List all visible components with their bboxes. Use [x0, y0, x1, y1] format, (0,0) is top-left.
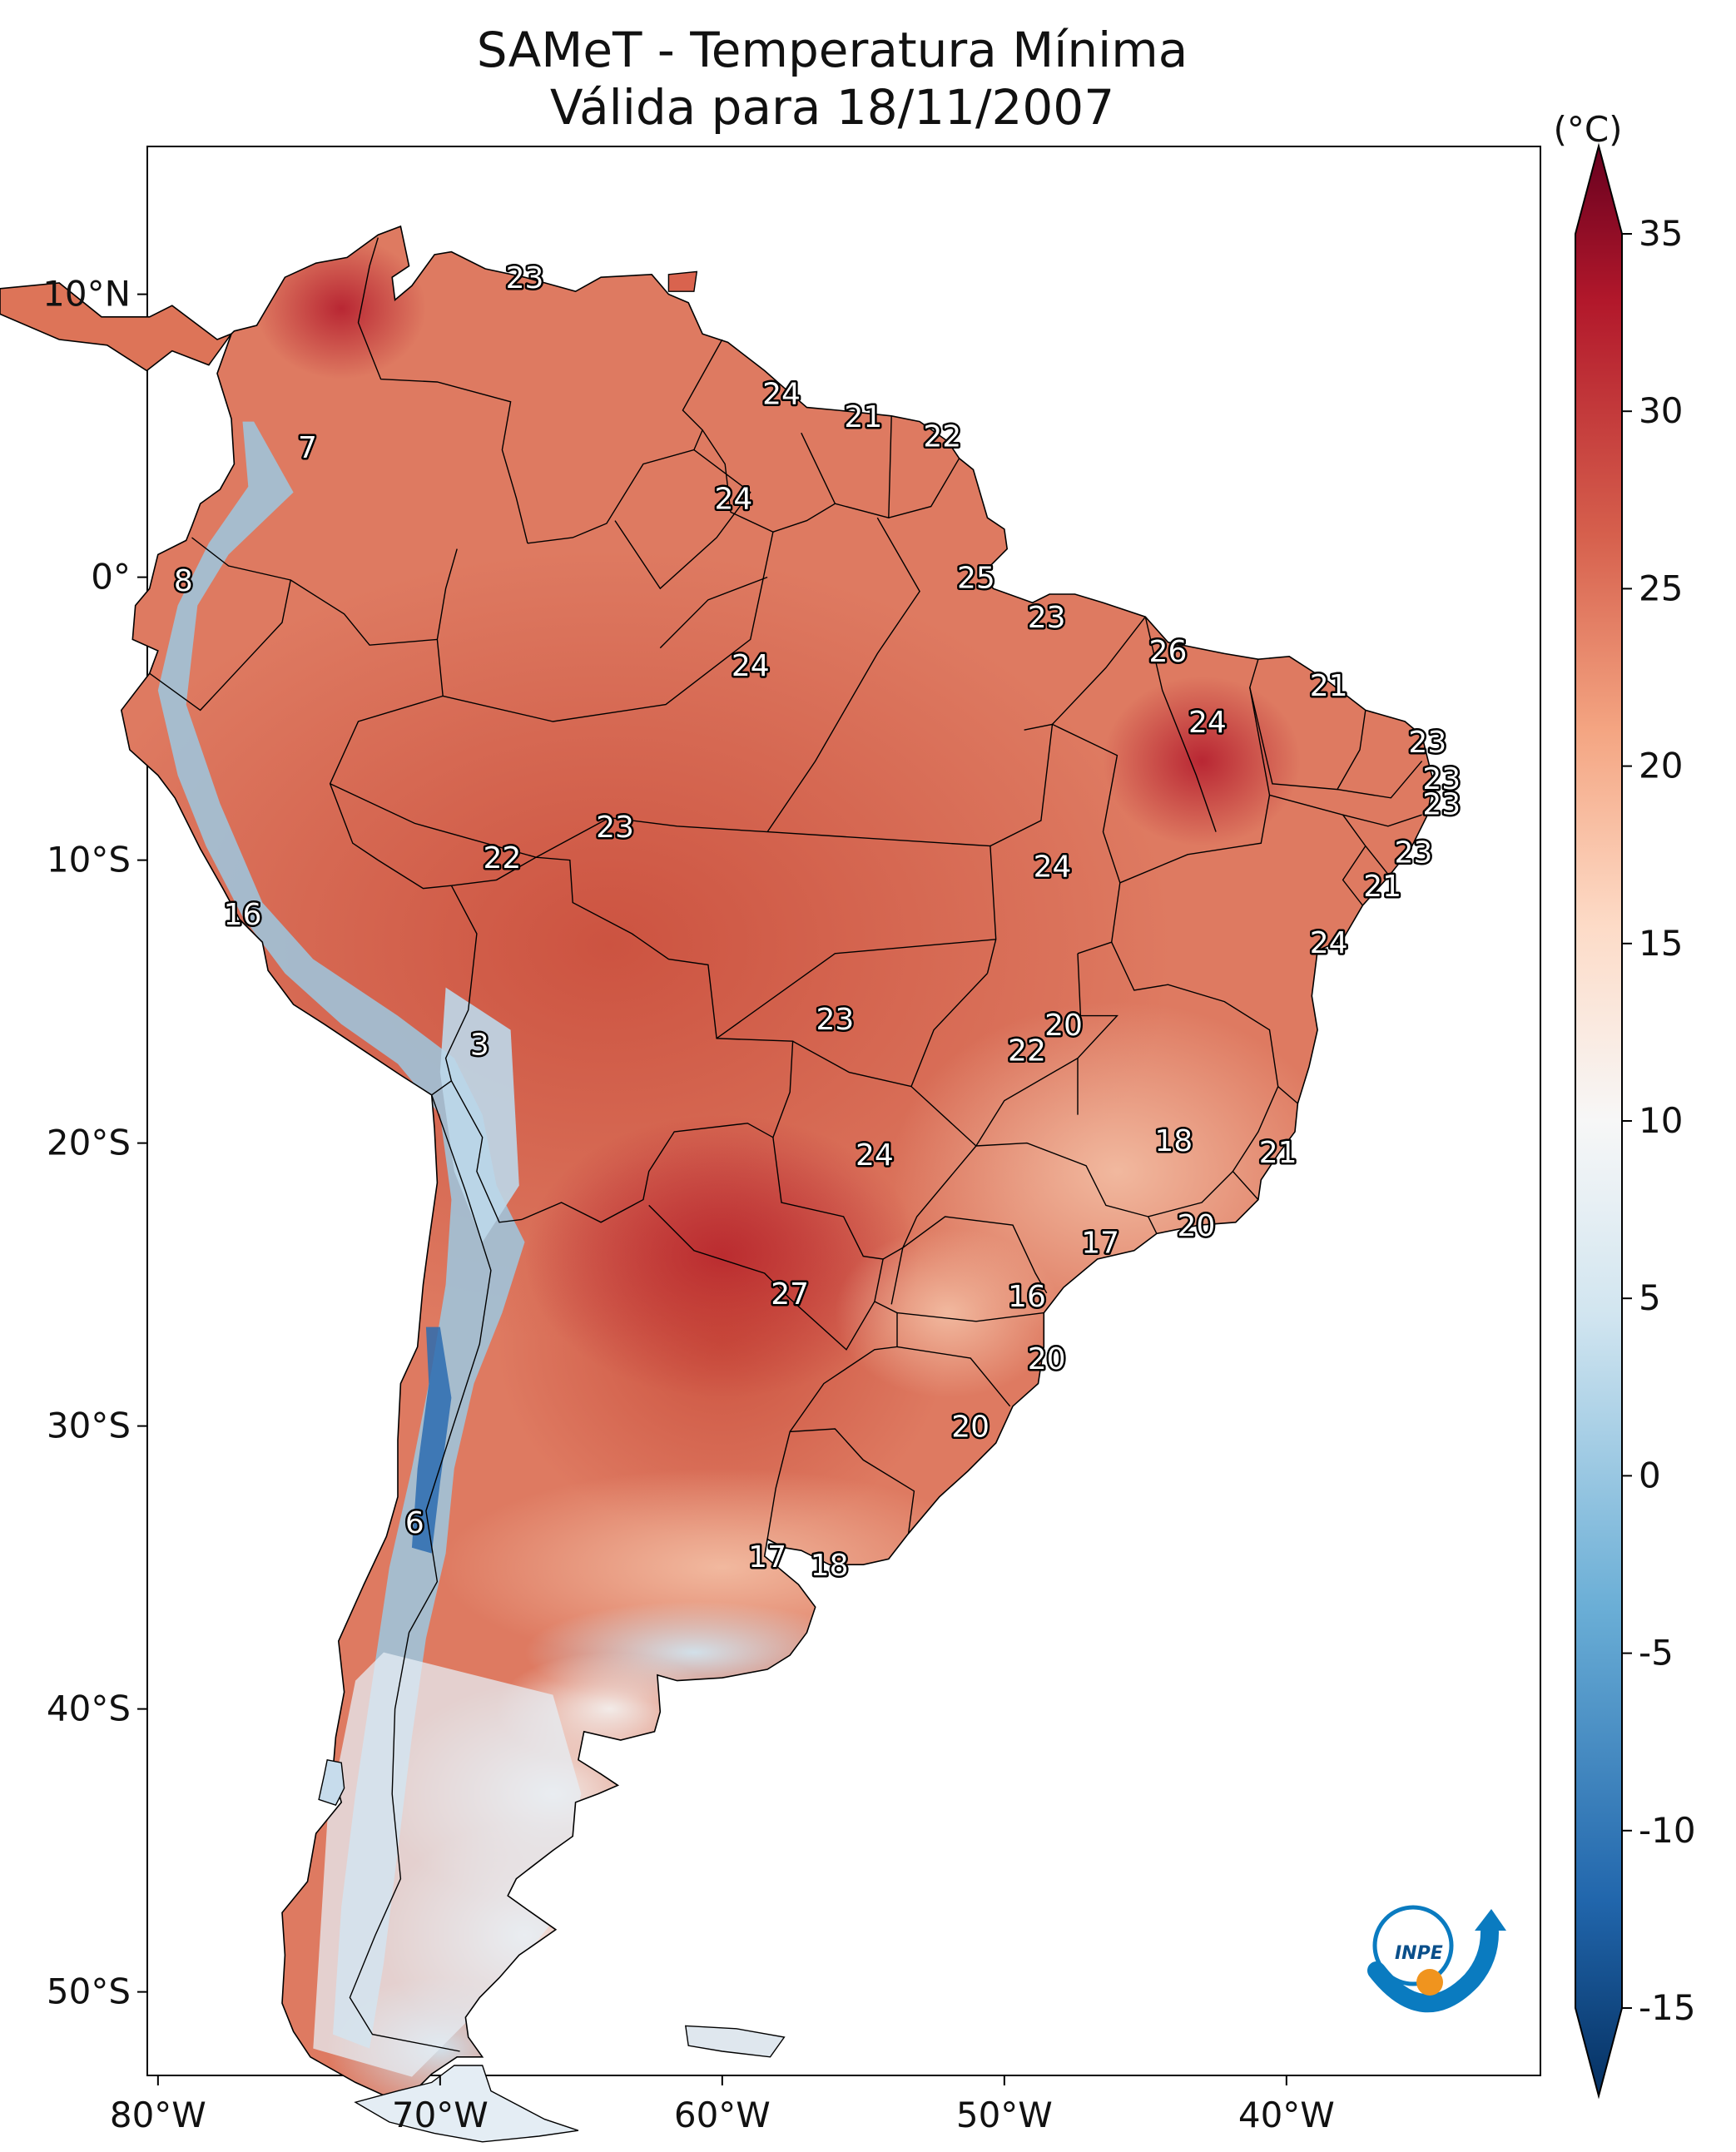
station-label: 23	[1028, 601, 1066, 635]
station-label: 24	[1034, 850, 1072, 884]
station-label: 24	[762, 378, 801, 412]
x-axis: 80°W 70°W 60°W 50°W 40°W	[110, 2075, 1335, 2135]
station-label: 24	[1188, 706, 1227, 740]
y-tick-label: 10°N	[42, 274, 131, 315]
station-label: 23	[1422, 762, 1461, 796]
station-label: 16	[224, 898, 262, 932]
station-label: 3	[470, 1029, 489, 1063]
station-label: 17	[1081, 1227, 1119, 1261]
station-label: 25	[957, 562, 995, 596]
title-line-2: Válida para 18/11/2007	[549, 79, 1115, 136]
islands	[0, 270, 786, 2143]
x-tick-label: 70°W	[392, 2095, 489, 2135]
station-label: 27	[771, 1277, 809, 1312]
inpe-logo-text: INPE	[1395, 1943, 1443, 1964]
y-tick-label: 40°S	[47, 1688, 131, 1729]
title-line-1: SAMeT - Temperatura Mínima	[476, 22, 1188, 78]
station-label: 23	[596, 811, 634, 845]
colorbar-tick-label: 5	[1639, 1277, 1661, 1318]
station-label: 26	[1149, 635, 1188, 669]
coastline	[120, 225, 1434, 2100]
x-tick-label: 80°W	[110, 2095, 206, 2135]
colorbar-tick-label: 25	[1639, 568, 1683, 608]
station-label: 7	[298, 431, 317, 465]
y-axis: 10°N 0° 10°S 20°S 30°S 40°S 50°S	[42, 274, 147, 2012]
station-label: 21	[844, 400, 882, 434]
station-label: 20	[1177, 1209, 1215, 1243]
x-tick-label: 40°W	[1238, 2095, 1335, 2135]
station-label: 18	[811, 1549, 849, 1583]
station-label: 24	[714, 482, 752, 516]
station-label: 6	[405, 1506, 424, 1540]
colorbar-tick-label: 20	[1639, 746, 1683, 786]
station-label: 20	[1028, 1342, 1066, 1376]
colorbar-tick-label: 10	[1639, 1100, 1683, 1141]
station-label: 23	[1422, 788, 1461, 822]
station-label: 23	[816, 1003, 855, 1037]
y-tick-label: 30°S	[47, 1406, 131, 1446]
station-label: 21	[1259, 1136, 1297, 1170]
colorbar-bar	[1575, 142, 1623, 2100]
y-tick-label: 50°S	[47, 1971, 131, 2012]
station-label: 22	[484, 841, 522, 875]
station-label: 21	[1363, 870, 1401, 904]
x-tick-label: 60°W	[674, 2095, 771, 2135]
colorbar-tick-label: 35	[1639, 213, 1683, 254]
station-label: 20	[951, 1411, 990, 1445]
x-tick-label: 50°W	[956, 2095, 1053, 2135]
colorbar-ticks: 35 30 25 20 15 10 5 0 -5 -10 -15	[1622, 213, 1696, 2028]
station-label: 21	[1310, 669, 1348, 703]
station-label: 22	[923, 420, 961, 454]
colorbar: (°C) 35 30 25 20 15 10 5 0 -5 -10 -15	[1553, 109, 1696, 2100]
colorbar-tick-label: 15	[1639, 923, 1683, 964]
station-label: 23	[1394, 836, 1432, 870]
y-tick-label: 10°S	[47, 840, 131, 880]
station-label: 23	[1408, 726, 1446, 760]
station-label: 24	[1310, 926, 1348, 960]
inpe-logo: INPE	[1367, 1905, 1506, 2013]
station-label: 24	[856, 1138, 894, 1173]
station-label: 22	[1008, 1034, 1046, 1068]
station-label: 23	[506, 261, 544, 295]
station-label: 24	[732, 649, 770, 683]
colorbar-tick-label: -5	[1639, 1633, 1674, 1674]
station-label: 16	[1008, 1280, 1046, 1314]
colorbar-tick-label: -15	[1639, 1987, 1696, 2028]
y-tick-label: 0°	[91, 557, 131, 598]
station-label: 18	[1154, 1124, 1193, 1158]
colorbar-tick-label: 30	[1639, 390, 1683, 431]
colorbar-tick-label: -10	[1639, 1810, 1696, 1851]
colorbar-unit-label: (°C)	[1553, 109, 1622, 150]
y-tick-label: 20°S	[47, 1123, 131, 1163]
station-label: 20	[1044, 1009, 1083, 1043]
station-label: 17	[748, 1540, 786, 1574]
colorbar-tick-label: 0	[1639, 1455, 1661, 1495]
country-state-borders	[149, 237, 1423, 2052]
station-label: 8	[174, 564, 193, 598]
